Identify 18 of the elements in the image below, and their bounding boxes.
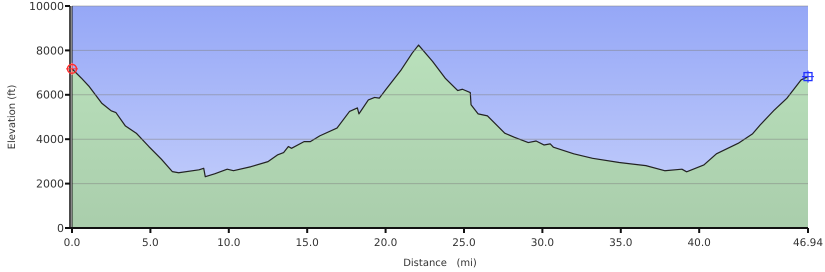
x-tick-label: 0.0 xyxy=(64,237,80,249)
x-tick-label: 35.0 xyxy=(609,237,632,249)
y-tick-label: 0 xyxy=(57,222,64,235)
y-tick-label: 4000 xyxy=(36,133,64,146)
y-tick-label: 6000 xyxy=(36,88,64,102)
x-tick-label: 46.94 xyxy=(792,237,824,249)
x-tick-label: 10.0 xyxy=(217,237,240,249)
x-tick-label: 15.0 xyxy=(296,237,319,249)
x-tick-label: 25.0 xyxy=(452,237,476,249)
x-tick-label: 30.0 xyxy=(530,237,554,249)
y-tick-label: 10000 xyxy=(29,0,64,13)
x-tick-label: 40.0 xyxy=(687,237,711,249)
y-tick-label: 8000 xyxy=(36,44,64,58)
y-tick-label: 2000 xyxy=(36,177,64,190)
x-tick-label: 5.0 xyxy=(142,237,159,249)
x-tick-label: 20.0 xyxy=(374,237,398,249)
y-axis-title: Elevation (ft) xyxy=(7,84,18,150)
x-axis-title: Distance (mi) xyxy=(403,258,477,269)
